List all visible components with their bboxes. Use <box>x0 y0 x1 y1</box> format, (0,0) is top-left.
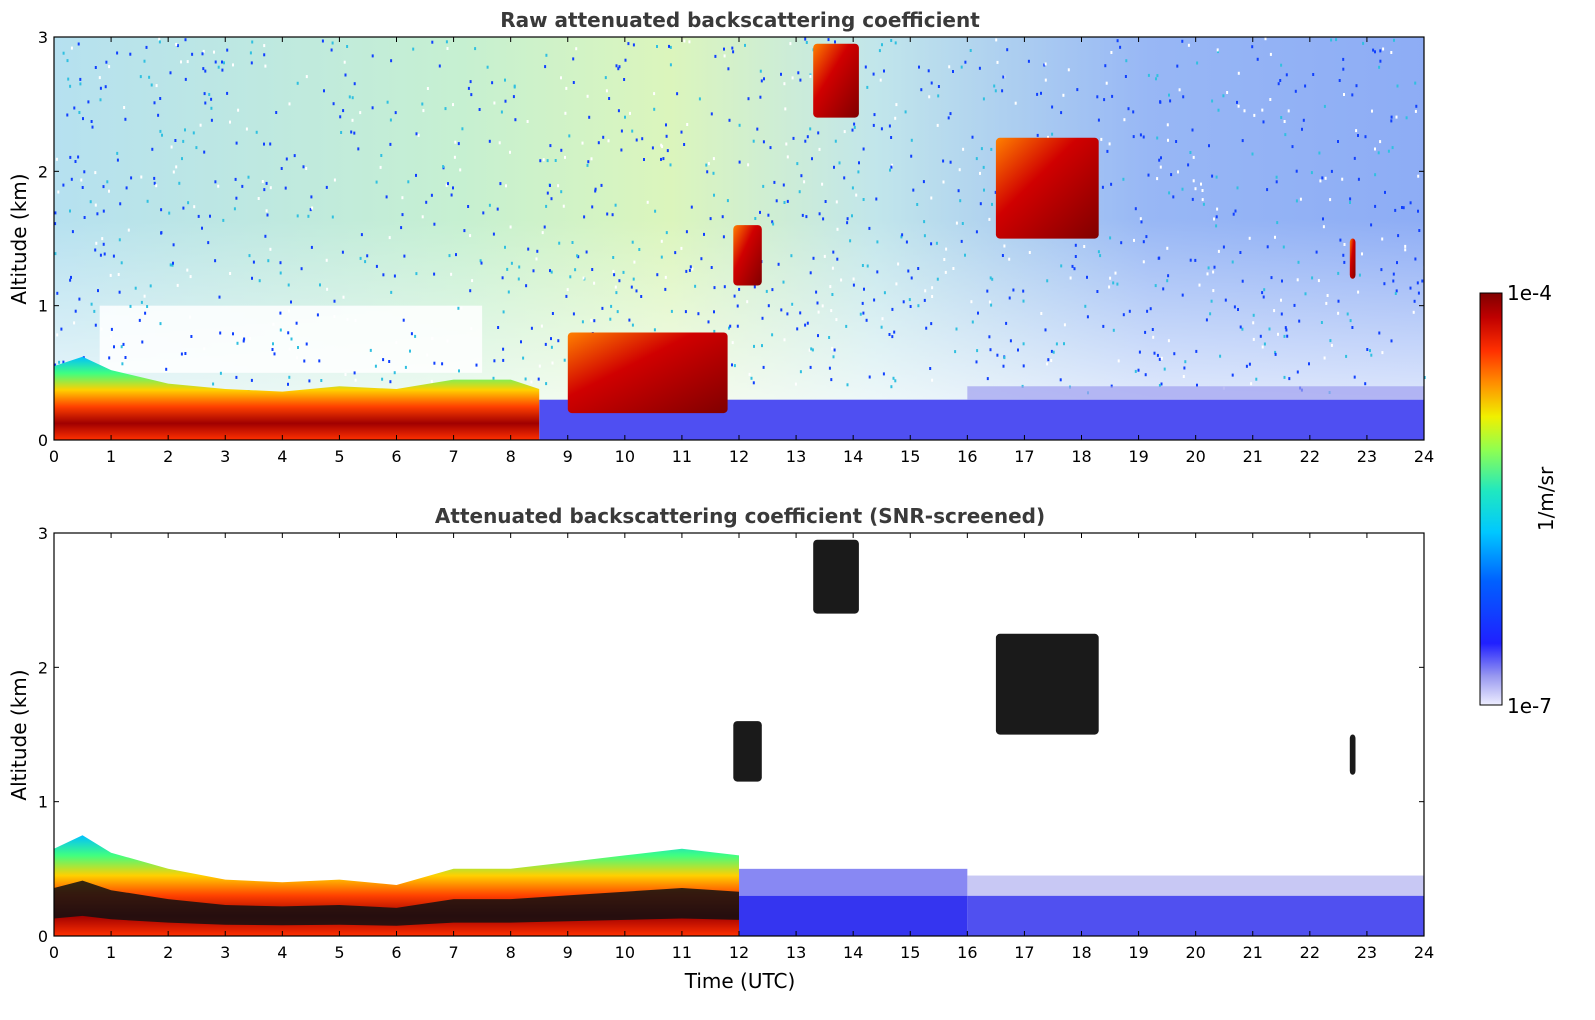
y-tick-label: 2 <box>38 162 48 181</box>
colorbar-min-label: 1e-7 <box>1507 694 1552 718</box>
x-tick-label: 11 <box>672 447 692 466</box>
x-tick-label: 24 <box>1414 943 1434 962</box>
x-tick-label: 6 <box>391 943 401 962</box>
x-tick-label: 12 <box>729 447 749 466</box>
colorbar-scale <box>1479 292 1503 706</box>
x-tick-label: 0 <box>49 447 59 466</box>
colorbar: 1e-4 1e-7 1/m/sr <box>1479 281 1558 718</box>
cloud-feature <box>733 225 762 286</box>
x-tick-label: 10 <box>615 447 635 466</box>
cloud-feature <box>813 43 859 118</box>
x-tick-label: 13 <box>786 447 806 466</box>
x-tick-label: 11 <box>672 943 692 962</box>
cloud-feature <box>1349 734 1356 775</box>
x-tick-label: 7 <box>448 943 458 962</box>
x-tick-label: 9 <box>563 943 573 962</box>
x-tick-label: 19 <box>1128 943 1148 962</box>
boundary-layer-core <box>54 880 739 926</box>
x-tick-label: 6 <box>391 447 401 466</box>
y-tick-label: 3 <box>38 524 48 543</box>
x-tick-label: 7 <box>448 447 458 466</box>
x-tick-label: 13 <box>786 943 806 962</box>
cloud-feature <box>995 633 1099 735</box>
y-tick-label: 1 <box>38 297 48 316</box>
plot-area: 0 1 2 3 4 5 6 7 8 9 10 11 12 13 14 15 16 17 18 19 20 21 22 23 24… <box>38 28 1434 466</box>
panel-raw: Raw attenuated backscattering coefficien… <box>7 8 1434 466</box>
x-tick-label: 5 <box>334 447 344 466</box>
y-axis-label: Altitude (km) <box>7 669 31 800</box>
cloud-feature <box>1349 238 1356 279</box>
x-tick-label: 14 <box>843 447 863 466</box>
x-tick-label: 21 <box>1243 943 1263 962</box>
colorbar-max-label: 1e-4 <box>1507 281 1552 305</box>
x-tick-label: 15 <box>900 447 920 466</box>
x-tick-label: 23 <box>1357 943 1377 962</box>
x-tick-label: 20 <box>1185 447 1205 466</box>
plot-area: 0 1 2 3 4 5 6 7 8 9 10 11 12 13 14 15 16 17 18 19 20 21 22 23 24… <box>38 524 1434 962</box>
x-tick-label: 21 <box>1243 447 1263 466</box>
x-tick-label: 4 <box>277 943 287 962</box>
low-blue-haze <box>967 875 1424 896</box>
x-tick-label: 2 <box>163 943 173 962</box>
cloud-feature <box>733 721 762 782</box>
x-tick-label: 19 <box>1128 447 1148 466</box>
x-tick-label: 23 <box>1357 447 1377 466</box>
boundary-layer <box>54 356 540 440</box>
x-tick-label: 1 <box>106 943 116 962</box>
x-tick-label: 17 <box>1014 447 1034 466</box>
x-tick-label: 22 <box>1300 447 1320 466</box>
x-tick-label: 9 <box>563 447 573 466</box>
x-tick-label: 1 <box>106 447 116 466</box>
y-tick-label: 3 <box>38 28 48 47</box>
x-tick-label: 12 <box>729 943 749 962</box>
x-tick-label: 22 <box>1300 943 1320 962</box>
low-blue-haze <box>967 386 1424 400</box>
cloud-feature <box>567 332 728 414</box>
low-blue-haze <box>739 868 968 896</box>
x-tick-label: 10 <box>615 943 635 962</box>
x-tick-label: 2 <box>163 447 173 466</box>
cloud-feature <box>995 137 1099 239</box>
x-tick-label: 3 <box>220 943 230 962</box>
panel-title: Attenuated backscattering coefficient (S… <box>435 504 1045 528</box>
panel-snr-screened: Attenuated backscattering coefficient (S… <box>7 504 1434 993</box>
low-blue-layer <box>967 895 1424 936</box>
x-tick-label: 24 <box>1414 447 1434 466</box>
x-tick-label: 4 <box>277 447 287 466</box>
y-tick-label: 2 <box>38 658 48 677</box>
x-tick-label: 20 <box>1185 943 1205 962</box>
colorbar-unit-label: 1/m/sr <box>1534 466 1558 531</box>
cloud-feature <box>813 539 859 614</box>
x-tick-label: 16 <box>957 943 977 962</box>
x-tick-label: 15 <box>900 943 920 962</box>
x-tick-label: 18 <box>1071 943 1091 962</box>
x-tick-label: 0 <box>49 943 59 962</box>
y-tick-label: 0 <box>38 431 48 450</box>
x-tick-label: 17 <box>1014 943 1034 962</box>
x-tick-label: 18 <box>1071 447 1091 466</box>
y-tick-label: 0 <box>38 927 48 946</box>
x-tick-label: 16 <box>957 447 977 466</box>
x-tick-label: 8 <box>506 447 516 466</box>
x-axis-label: Time (UTC) <box>684 969 796 993</box>
y-axis-label: Altitude (km) <box>7 173 31 304</box>
x-tick-label: 14 <box>843 943 863 962</box>
x-tick-label: 3 <box>220 447 230 466</box>
panel-title: Raw attenuated backscattering coefficien… <box>500 8 980 32</box>
x-tick-label: 5 <box>334 943 344 962</box>
y-tick-label: 1 <box>38 793 48 812</box>
x-tick-label: 8 <box>506 943 516 962</box>
